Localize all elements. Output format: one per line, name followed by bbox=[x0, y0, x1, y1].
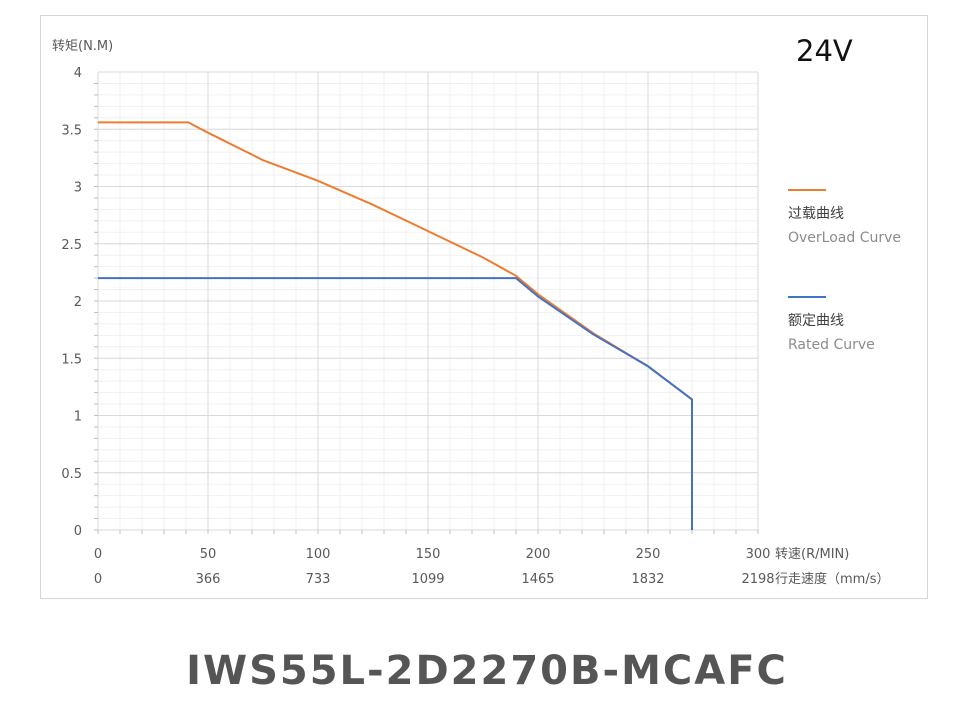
x2-tick-label: 1832 bbox=[631, 572, 664, 587]
series-line-rated bbox=[98, 277, 693, 530]
y-tick-label: 2.5 bbox=[61, 238, 82, 253]
y-tick-label: 3 bbox=[74, 181, 82, 196]
legend-label-en: OverLoad Curve bbox=[788, 230, 901, 246]
x-tick-label: 300 bbox=[746, 547, 771, 562]
x-tick-label: 150 bbox=[416, 547, 441, 562]
x2-tick-label: 366 bbox=[196, 572, 221, 587]
chart-frame bbox=[40, 15, 928, 599]
x-tick-label: 50 bbox=[200, 547, 217, 562]
legend-label-en: Rated Curve bbox=[788, 337, 875, 353]
y-tick-label: 1 bbox=[74, 410, 82, 425]
series-line-overload bbox=[98, 121, 693, 530]
legend-label: 额定曲线 bbox=[788, 313, 844, 329]
x2-tick-label: 2198 bbox=[741, 572, 774, 587]
x-tick-label: 250 bbox=[636, 547, 661, 562]
x2-tick-label: 733 bbox=[306, 572, 331, 587]
y-tick-label: 1.5 bbox=[61, 352, 82, 367]
y-tick-label: 0.5 bbox=[61, 467, 82, 482]
x2-axis-label: 行走速度（mm/s） bbox=[775, 571, 889, 587]
y-axis-label: 转矩(N.M) bbox=[52, 39, 113, 54]
x-tick-label: 200 bbox=[526, 547, 551, 562]
x-tick-label: 0 bbox=[94, 547, 102, 562]
y-tick-label: 0 bbox=[74, 524, 82, 539]
voltage-label: 24V bbox=[796, 34, 853, 68]
y-tick-label: 4 bbox=[74, 66, 82, 81]
x2-tick-label: 1465 bbox=[521, 572, 554, 587]
x-axis-label: 转速(R/MIN) bbox=[775, 547, 849, 562]
legend-label: 过载曲线 bbox=[788, 206, 844, 222]
x2-tick-label: 1099 bbox=[411, 572, 444, 587]
y-tick-label: 2 bbox=[74, 295, 82, 310]
x-tick-label: 100 bbox=[306, 547, 331, 562]
model-title: IWS55L-2D2270B-MCAFC bbox=[186, 648, 788, 694]
y-tick-label: 3.5 bbox=[61, 123, 82, 138]
x2-tick-label: 0 bbox=[94, 572, 102, 587]
